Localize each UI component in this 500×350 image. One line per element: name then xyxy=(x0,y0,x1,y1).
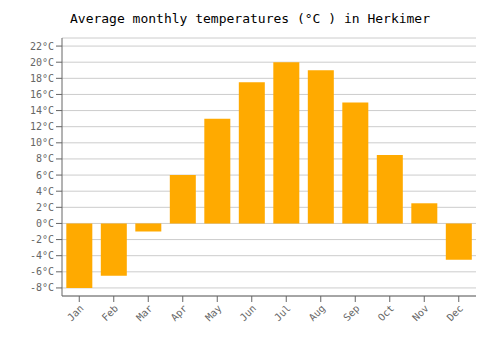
svg-text:Feb: Feb xyxy=(100,303,121,324)
svg-text:May: May xyxy=(203,303,224,324)
svg-text:Jan: Jan xyxy=(65,303,86,324)
svg-text:Oct: Oct xyxy=(376,303,397,324)
svg-text:4°C: 4°C xyxy=(36,186,54,197)
svg-text:-8°C: -8°C xyxy=(30,282,54,293)
html-text:Average monthly temperatures (: Average monthly temperatures (°C ) in He… xyxy=(70,11,430,26)
svg-text:12°C: 12°C xyxy=(30,121,54,132)
svg-text:22°C: 22°C xyxy=(30,41,54,52)
svg-text:Nov: Nov xyxy=(410,303,431,324)
svg-text:-6°C: -6°C xyxy=(30,266,54,277)
svg-text:Apr: Apr xyxy=(169,303,190,324)
svg-text:14°C: 14°C xyxy=(30,105,54,116)
svg-text:Dec: Dec xyxy=(445,303,466,324)
svg-text:Aug: Aug xyxy=(307,303,328,324)
svg-text:10°C: 10°C xyxy=(30,137,54,148)
svg-text:Mar: Mar xyxy=(134,303,155,324)
svg-text:6°C: 6°C xyxy=(36,170,54,181)
svg-text:0°C: 0°C xyxy=(36,218,54,229)
svg-text:20°C: 20°C xyxy=(30,57,54,68)
svg-text:18°C: 18°C xyxy=(30,73,54,84)
svg-text:Jul: Jul xyxy=(272,303,293,324)
svg-text:Sep: Sep xyxy=(341,303,362,324)
svg-text:Jun: Jun xyxy=(238,303,259,324)
svg-text:16°C: 16°C xyxy=(30,89,54,100)
svg-text:2°C: 2°C xyxy=(36,202,54,213)
svg-text:8°C: 8°C xyxy=(36,153,54,164)
svg-text:-2°C: -2°C xyxy=(30,234,54,245)
svg-text:-4°C: -4°C xyxy=(30,250,54,261)
